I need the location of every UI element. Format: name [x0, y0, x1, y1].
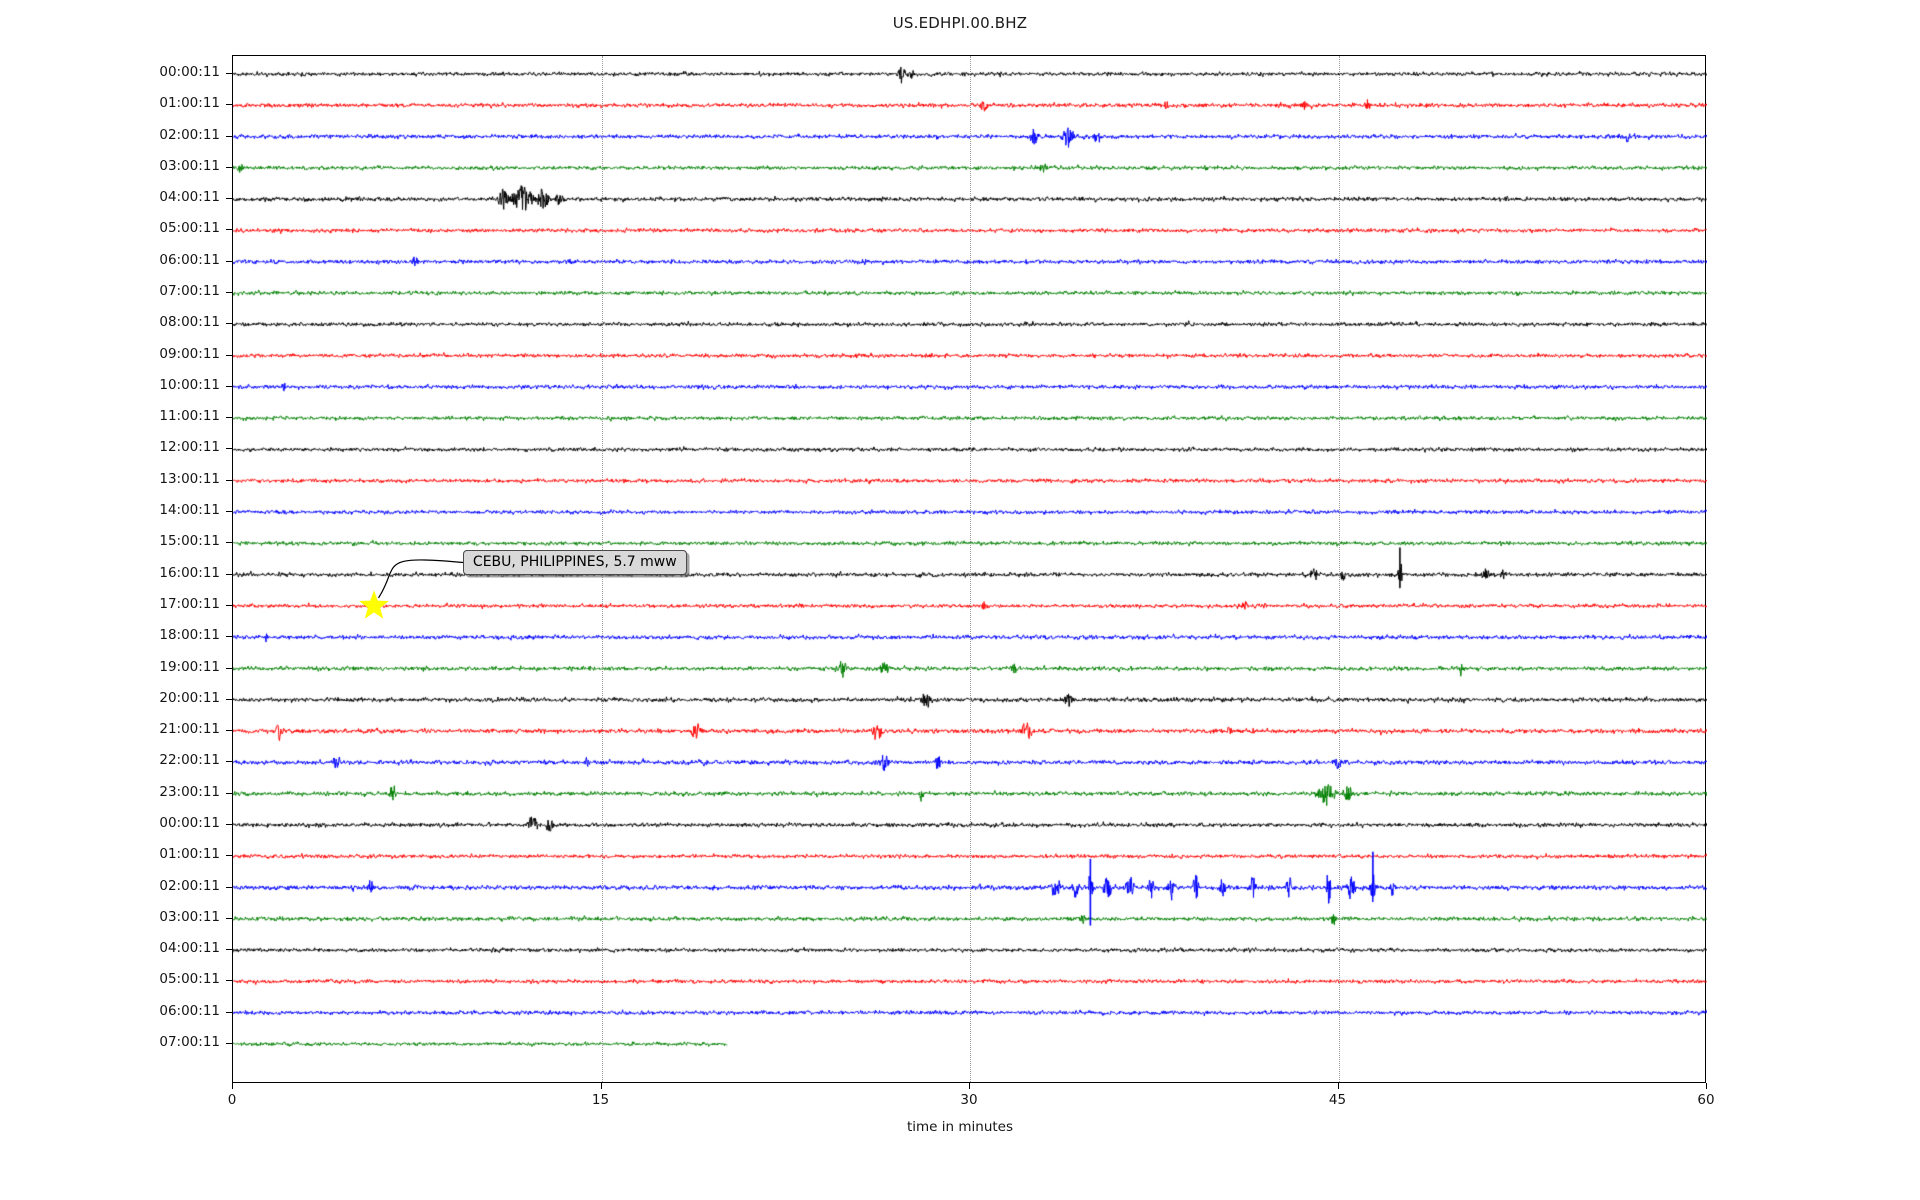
y-tick-label-4: 04:00:11 [159, 189, 220, 206]
y-tick-label-29: 05:00:11 [159, 971, 220, 988]
y-tick-mark-29 [226, 980, 232, 982]
y-tick-mark-24 [226, 823, 232, 825]
y-tick-mark-23 [226, 792, 232, 794]
x-tick-mark-45 [1337, 1083, 1339, 1089]
y-tick-mark-8 [226, 323, 232, 325]
y-tick-mark-2 [226, 135, 232, 137]
y-tick-label-9: 09:00:11 [159, 345, 220, 362]
y-tick-mark-28 [226, 949, 232, 951]
y-tick-label-14: 14:00:11 [159, 502, 220, 519]
y-tick-mark-6 [226, 260, 232, 262]
y-tick-mark-11 [226, 417, 232, 419]
x-tick-mark-60 [1706, 1083, 1707, 1089]
y-tick-label-7: 07:00:11 [159, 283, 220, 300]
x-tick-label-0: 0 [227, 1092, 237, 1108]
y-tick-mark-25 [226, 855, 232, 857]
y-tick-mark-31 [226, 1043, 232, 1044]
y-tick-mark-10 [226, 385, 232, 387]
y-tick-label-23: 23:00:11 [159, 783, 220, 800]
y-tick-mark-1 [226, 104, 232, 106]
plot-axes [232, 55, 1707, 1084]
y-tick-mark-19 [226, 667, 232, 669]
y-tick-label-20: 20:00:11 [159, 689, 220, 706]
y-tick-label-19: 19:00:11 [159, 658, 220, 675]
y-tick-label-18: 18:00:11 [159, 627, 220, 644]
y-tick-mark-9 [226, 354, 232, 356]
y-tick-label-26: 02:00:11 [159, 877, 220, 894]
y-tick-mark-5 [226, 229, 232, 231]
y-tick-label-5: 05:00:11 [159, 220, 220, 237]
y-tick-label-1: 01:00:11 [159, 95, 220, 112]
y-tick-mark-30 [226, 1011, 232, 1013]
gridline-x-45 [1338, 56, 1340, 1082]
x-tick-mark-0 [232, 1083, 233, 1089]
x-tick-label-30: 30 [960, 1092, 978, 1108]
y-tick-mark-20 [226, 698, 232, 700]
y-tick-label-16: 16:00:11 [159, 564, 220, 581]
y-tick-mark-7 [226, 292, 232, 294]
page-title: US.EDHPI.00.BHZ [892, 14, 1028, 32]
y-tick-mark-17 [226, 604, 232, 606]
y-tick-mark-15 [226, 542, 232, 544]
y-tick-label-2: 02:00:11 [159, 126, 220, 143]
y-tick-label-30: 06:00:11 [159, 1002, 220, 1019]
y-tick-mark-27 [226, 917, 232, 919]
y-tick-mark-22 [226, 761, 232, 763]
y-tick-label-6: 06:00:11 [159, 251, 220, 268]
y-tick-mark-12 [226, 448, 232, 450]
gridline-x-30 [970, 56, 971, 1082]
earthquake-star-icon [359, 590, 390, 619]
y-tick-label-13: 13:00:11 [159, 470, 220, 487]
x-tick-label-60: 60 [1697, 1092, 1715, 1108]
y-tick-label-25: 01:00:11 [159, 846, 220, 863]
y-tick-label-22: 22:00:11 [159, 752, 220, 769]
y-tick-label-17: 17:00:11 [159, 595, 220, 612]
y-tick-mark-14 [226, 511, 232, 513]
y-tick-label-0: 00:00:11 [159, 64, 220, 80]
y-tick-label-28: 04:00:11 [159, 940, 220, 957]
x-tick-label-45: 45 [1328, 1092, 1347, 1108]
x-tick-mark-15 [600, 1083, 602, 1089]
y-tick-mark-3 [226, 166, 232, 168]
x-tick-label-15: 15 [591, 1092, 610, 1108]
y-tick-label-11: 11:00:11 [159, 408, 220, 425]
y-tick-mark-18 [226, 636, 232, 638]
y-tick-label-3: 03:00:11 [159, 157, 220, 174]
y-tick-mark-16 [226, 573, 232, 575]
y-tick-mark-26 [226, 886, 232, 888]
y-tick-label-15: 15:00:11 [159, 533, 220, 550]
y-tick-mark-21 [226, 730, 232, 732]
y-tick-mark-4 [226, 198, 232, 200]
y-tick-mark-0 [226, 73, 232, 74]
x-axis-label: time in minutes [906, 1119, 1014, 1135]
earthquake-annotation-label: CEBU, PHILIPPINES, 5.7 mww [462, 549, 687, 576]
y-tick-label-31: 07:00:11 [159, 1034, 220, 1050]
y-tick-label-12: 12:00:11 [159, 439, 220, 456]
y-tick-label-27: 03:00:11 [159, 908, 220, 925]
y-tick-mark-13 [226, 479, 232, 481]
y-tick-label-8: 08:00:11 [159, 314, 220, 331]
y-tick-label-10: 10:00:11 [159, 376, 220, 393]
x-tick-mark-30 [969, 1083, 970, 1089]
y-tick-label-21: 21:00:11 [159, 721, 220, 738]
y-tick-label-24: 00:00:11 [159, 814, 220, 831]
